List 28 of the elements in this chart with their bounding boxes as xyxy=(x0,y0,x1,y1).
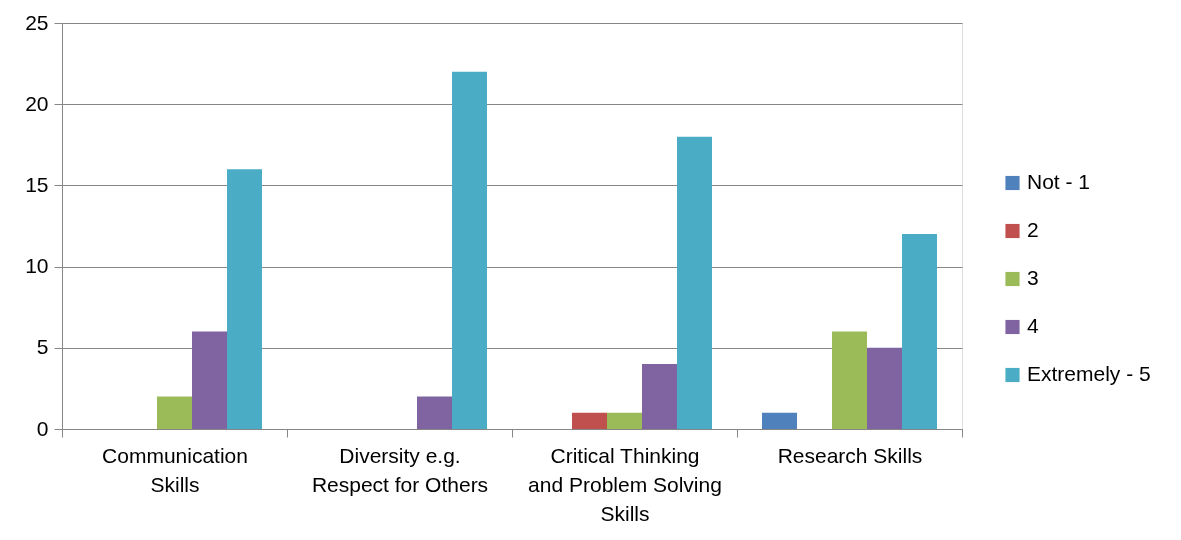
legend-label: Not - 1 xyxy=(1027,170,1091,193)
bar xyxy=(832,331,867,429)
y-tick-label: 15 xyxy=(25,172,49,196)
bar xyxy=(761,412,797,429)
legend-label: Extremely - 5 xyxy=(1027,362,1151,385)
y-tick-label: 25 xyxy=(25,10,49,34)
bar xyxy=(192,331,227,429)
bar xyxy=(867,347,902,429)
x-tick-label: Critical Thinking and Problem Solving Skills xyxy=(528,443,722,525)
bar xyxy=(452,71,488,429)
y-tick-label: 0 xyxy=(36,416,49,440)
legend-label: 2 xyxy=(1027,218,1039,241)
legend-label: 4 xyxy=(1027,314,1039,337)
bar xyxy=(227,169,263,429)
bar xyxy=(677,136,713,429)
bar xyxy=(572,412,607,429)
y-tick-label: 10 xyxy=(25,254,49,278)
y-tick-label: 5 xyxy=(36,335,49,359)
y-tick-label: 20 xyxy=(25,91,49,115)
bar xyxy=(902,234,938,429)
legend-label: 3 xyxy=(1027,266,1039,289)
x-tick-label: Communication Skills xyxy=(102,443,248,496)
bar xyxy=(157,396,192,429)
bar xyxy=(607,412,642,429)
bar xyxy=(417,396,452,429)
x-tick-label: Diversity e.g. Respect for Others xyxy=(311,443,489,496)
bar xyxy=(642,364,677,429)
x-tick-label: Research Skills xyxy=(777,443,923,467)
